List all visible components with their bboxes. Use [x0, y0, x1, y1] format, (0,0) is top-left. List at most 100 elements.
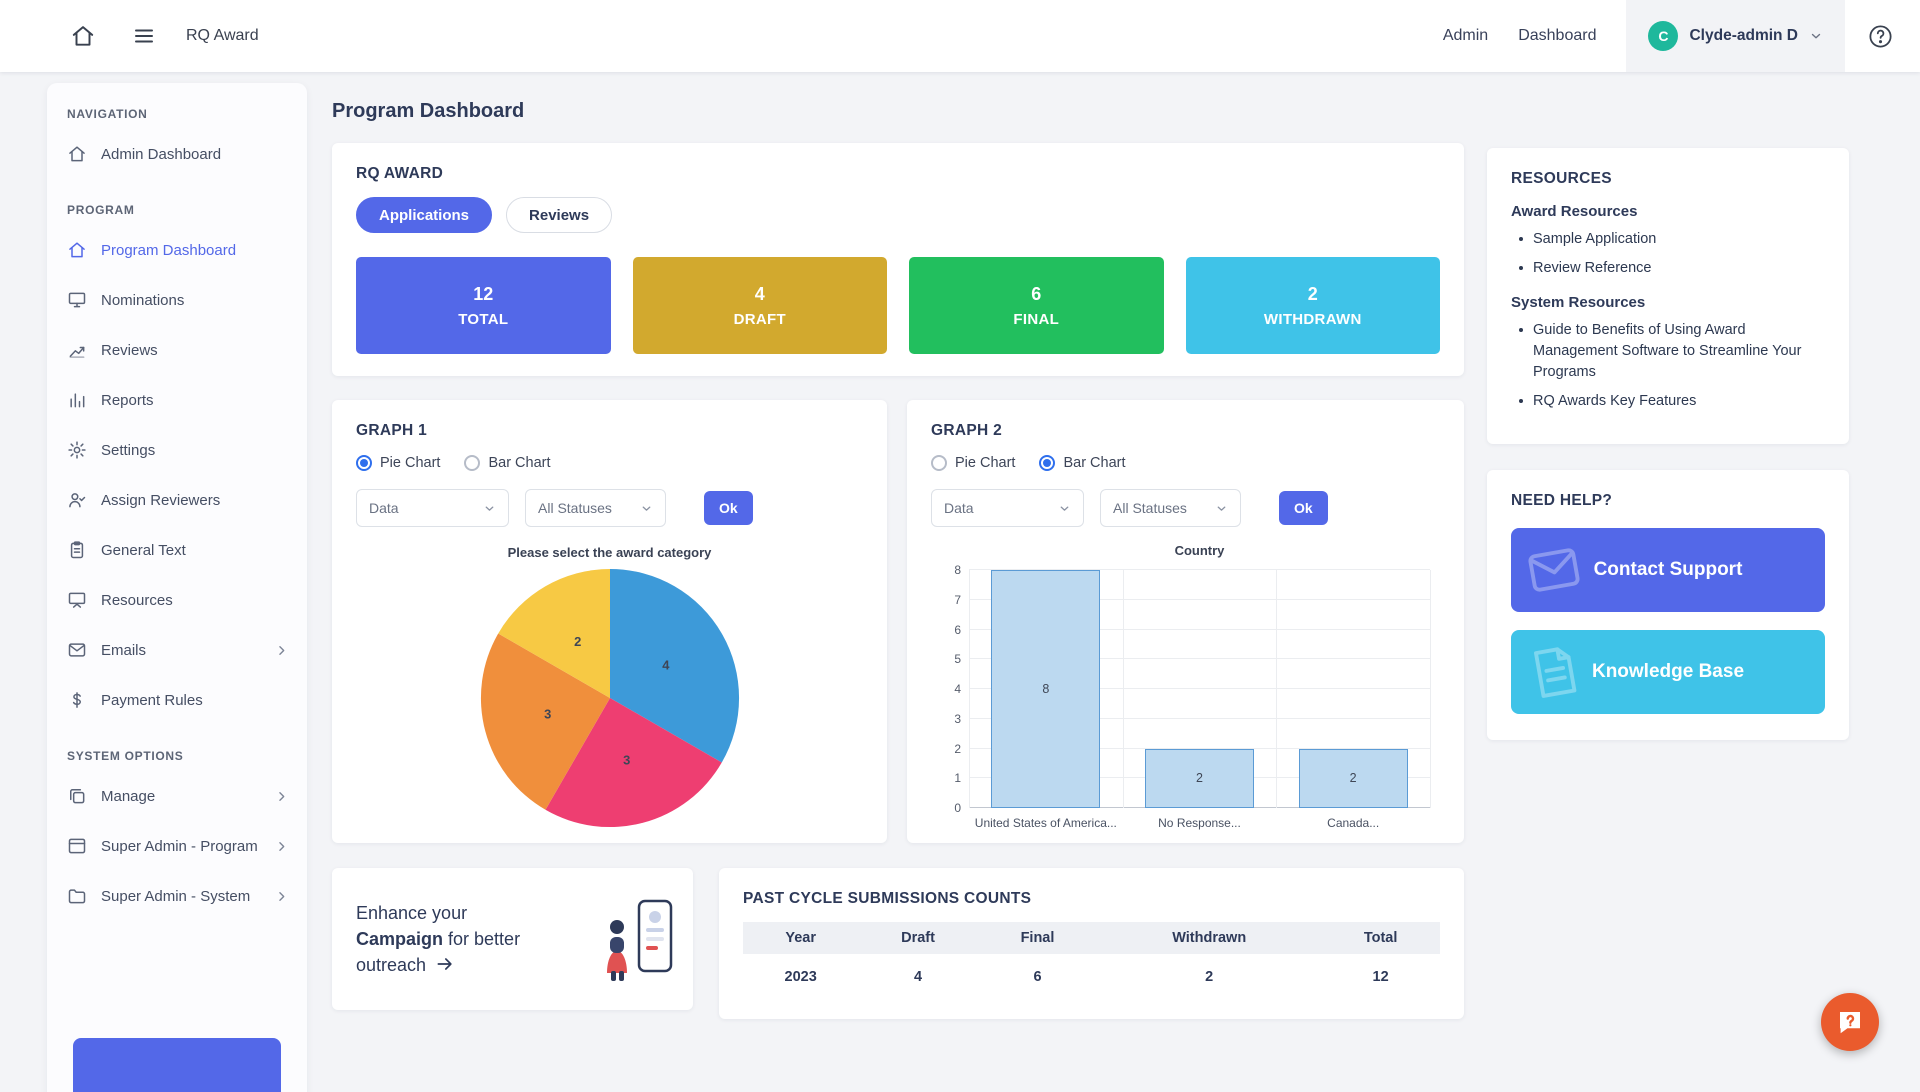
graph2-data-select[interactable]: Data: [931, 489, 1084, 527]
rq-award-card: RQ AWARD Applications Reviews 12 TOTAL 4…: [332, 143, 1464, 376]
graph2-ok-button[interactable]: Ok: [1279, 491, 1328, 525]
chevron-down-icon: [1811, 33, 1821, 39]
graph2-status-select[interactable]: All Statuses: [1100, 489, 1241, 527]
chevron-right-icon: [279, 841, 285, 851]
graph2-bar-chart-radio[interactable]: Bar Chart: [1039, 455, 1126, 471]
sidebar-item-settings[interactable]: Settings: [47, 425, 307, 475]
main-content: Program Dashboard RQ AWARD Applications …: [332, 72, 1464, 1019]
past-cycle-table: Year Draft Final Withdrawn Total 2023 4 …: [743, 922, 1440, 1000]
stat-total[interactable]: 12 TOTAL: [356, 257, 611, 354]
chevron-down-icon: [642, 505, 651, 511]
sidebar-item-resources[interactable]: Resources: [47, 575, 307, 625]
sidebar-item-assign-reviewers[interactable]: Assign Reviewers: [47, 475, 307, 525]
graph2-card: GRAPH 2 Pie Chart Bar Chart Data: [907, 400, 1464, 843]
radio-unselected-icon: [931, 455, 947, 471]
sidebar-section-navigation: NAVIGATION: [67, 107, 148, 121]
sidebar-item-manage[interactable]: Manage: [47, 771, 307, 821]
topbar: RQ Award Admin Dashboard C Clyde-admin D: [0, 0, 1920, 72]
avatar: C: [1648, 21, 1679, 51]
radio-selected-icon: [1039, 455, 1056, 471]
knowledge-base-button[interactable]: Knowledge Base: [1511, 630, 1825, 715]
admin-link[interactable]: Admin: [1442, 27, 1489, 44]
stat-final[interactable]: 6 FINAL: [909, 257, 1164, 354]
dollar-icon: [72, 692, 82, 708]
bar-chart-title: Country: [1174, 543, 1225, 558]
contact-support-button[interactable]: Contact Support: [1511, 528, 1825, 613]
table-header-row: Year Draft Final Withdrawn Total: [743, 922, 1440, 954]
chevron-right-icon: [279, 891, 285, 901]
graph2-title: GRAPH 2: [931, 422, 1003, 439]
need-help-card: NEED HELP? Contact Support Knowledge Bas…: [1487, 470, 1849, 741]
user-check-icon: [69, 493, 86, 508]
envelope-icon: [1528, 548, 1580, 592]
graph1-bar-chart-radio[interactable]: Bar Chart: [464, 455, 551, 471]
home-icon: [69, 146, 85, 162]
campaign-banner[interactable]: Enhance your Campaign for better outreac…: [332, 868, 693, 1010]
chevron-right-icon: [279, 791, 285, 801]
folder-icon: [68, 889, 86, 904]
sidebar-item-reviews[interactable]: Reviews: [47, 325, 307, 375]
award-category-hint: Please select the award category: [507, 545, 712, 560]
graph1-pie-chart-radio[interactable]: Pie Chart: [356, 455, 440, 471]
reviews-tab[interactable]: Reviews: [506, 197, 613, 233]
sidebar-item-super-admin-program[interactable]: Super Admin - Program: [47, 821, 307, 871]
past-cycle-card: PAST CYCLE SUBMISSIONS COUNTS Year Draft…: [719, 868, 1464, 1019]
graph1-data-select[interactable]: Data: [356, 489, 509, 527]
chevron-down-icon: [1217, 505, 1226, 511]
campaign-illustration: [607, 899, 673, 981]
dashboard-link[interactable]: Dashboard: [1518, 27, 1597, 44]
stat-withdrawn[interactable]: 2 WITHDRAWN: [1185, 257, 1440, 354]
graph1-title: GRAPH 1: [356, 422, 428, 439]
chat-widget-button[interactable]: [1821, 993, 1879, 1051]
resource-link[interactable]: Review Reference: [1519, 258, 1825, 279]
sidebar: NAVIGATION Admin Dashboard PROGRAM Progr…: [47, 83, 307, 1092]
radio-unselected-icon: [464, 455, 481, 471]
user-menu[interactable]: C Clyde-admin D: [1626, 0, 1845, 72]
envelope-icon: [68, 643, 86, 657]
screen-icon: [68, 592, 86, 608]
pie-chart: 4 3 3 2: [480, 568, 739, 828]
svg-text:3: 3: [623, 752, 630, 767]
graph2-pie-chart-radio[interactable]: Pie Chart: [931, 455, 1015, 471]
resource-link[interactable]: RQ Awards Key Features: [1519, 391, 1825, 412]
table-row: 2023 4 6 2 12: [784, 969, 1389, 985]
chevron-right-icon: [279, 645, 285, 655]
resource-link[interactable]: Sample Application: [1519, 229, 1825, 250]
graph1-card: GRAPH 1 Pie Chart Bar Chart Data: [332, 400, 887, 843]
stat-draft[interactable]: 4 DRAFT: [632, 257, 887, 354]
home-button[interactable]: [70, 23, 96, 49]
monitor-icon: [68, 292, 86, 308]
documents-icon: [1534, 647, 1577, 698]
sidebar-item-program-dashboard[interactable]: Program Dashboard: [47, 225, 307, 275]
arrow-right-icon: [437, 958, 452, 970]
award-card-title: RQ AWARD: [356, 165, 444, 182]
sidebar-item-general-text[interactable]: General Text: [47, 525, 307, 575]
resource-link[interactable]: Guide to Benefits of Using Award Managem…: [1519, 320, 1825, 383]
graph1-ok-button[interactable]: Ok: [704, 491, 753, 525]
system-resources-heading: System Resources: [1511, 294, 1646, 312]
copy-icon: [70, 789, 85, 804]
user-name: Clyde-admin D: [1689, 27, 1798, 44]
sidebar-cta-button[interactable]: [73, 1038, 281, 1092]
trend-chart-icon: [69, 346, 85, 358]
sidebar-item-nominations[interactable]: Nominations: [47, 275, 307, 325]
clipboard-icon: [70, 541, 84, 559]
sidebar-section-program: PROGRAM: [67, 203, 135, 217]
right-column: RESOURCES Award Resources Sample Applica…: [1487, 72, 1849, 741]
sidebar-item-emails[interactable]: Emails: [47, 625, 307, 675]
resources-title: RESOURCES: [1511, 170, 1612, 187]
sidebar-item-admin-dashboard[interactable]: Admin Dashboard: [47, 129, 307, 179]
help-button[interactable]: [1867, 23, 1894, 50]
sidebar-item-reports[interactable]: Reports: [47, 375, 307, 425]
hamburger-icon: [135, 29, 153, 43]
page-title: Program Dashboard: [332, 100, 525, 122]
applications-tab[interactable]: Applications: [356, 197, 493, 233]
svg-text:2: 2: [574, 634, 581, 649]
sidebar-item-super-admin-system[interactable]: Super Admin - System: [47, 871, 307, 921]
gear-icon: [68, 441, 86, 459]
past-cycle-title: PAST CYCLE SUBMISSIONS COUNTS: [743, 890, 1032, 907]
graph1-status-select[interactable]: All Statuses: [525, 489, 666, 527]
menu-toggle-button[interactable]: [132, 24, 156, 48]
sidebar-item-payment-rules[interactable]: Payment Rules: [47, 675, 307, 725]
